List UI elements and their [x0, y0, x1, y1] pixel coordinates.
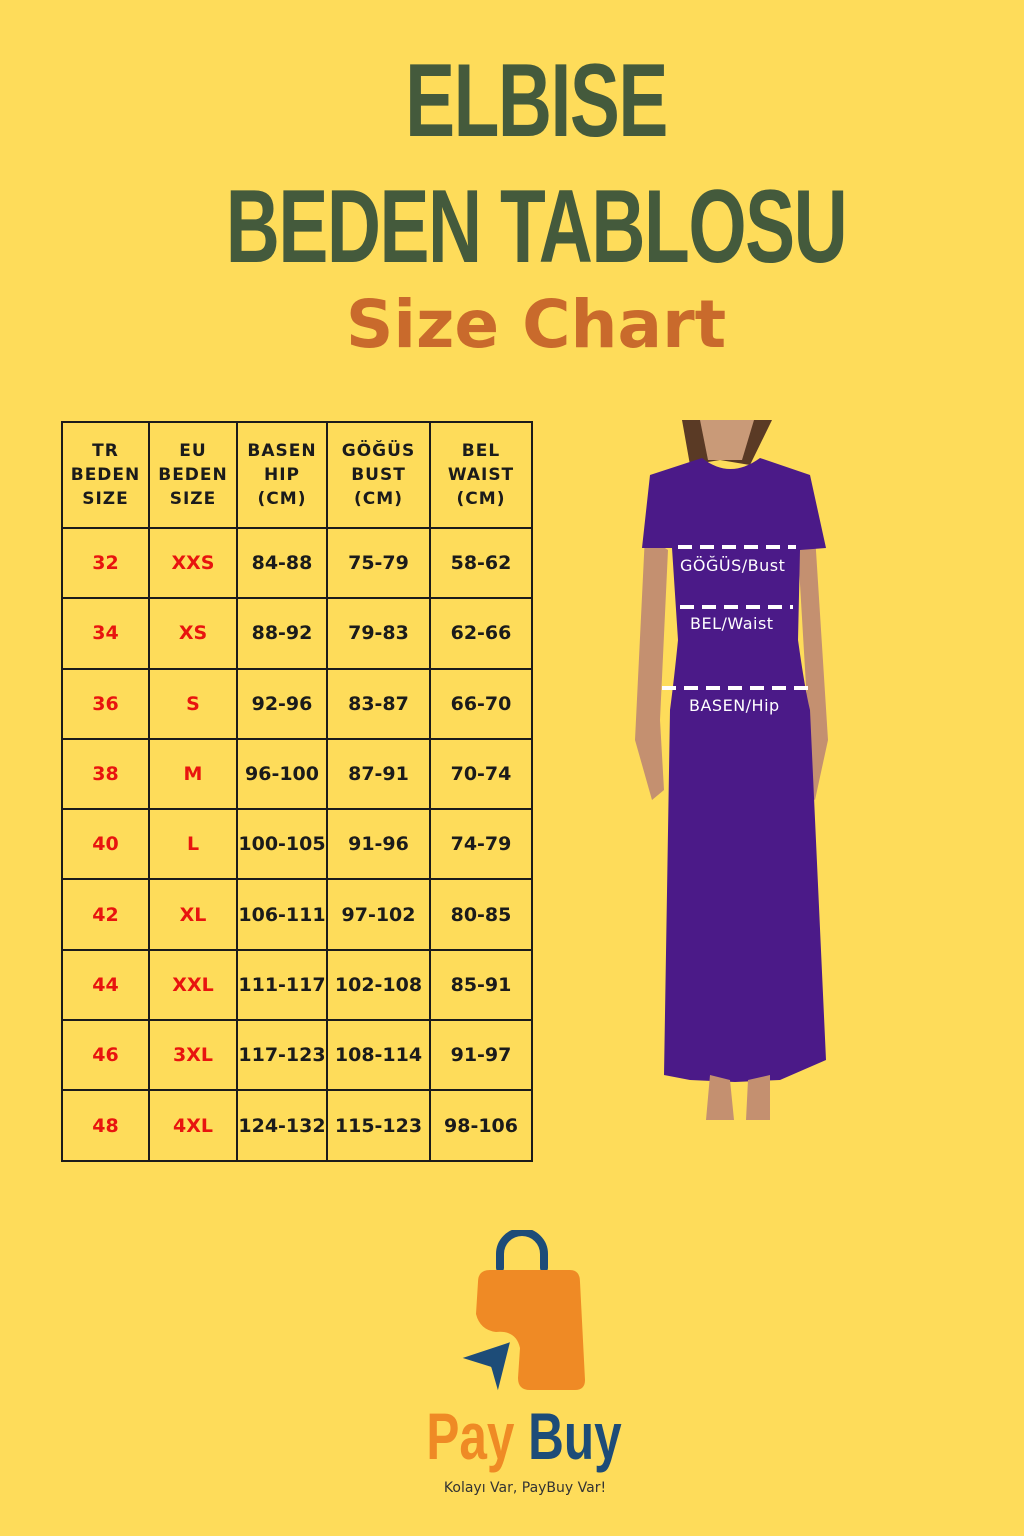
table-cell: 80-85: [429, 878, 533, 951]
table-cell: 85-91: [429, 948, 533, 1022]
table-row: 40 L 100-105 91-96 74-79: [61, 808, 533, 881]
table-cell: 70-74: [429, 737, 533, 811]
table-cell: 124-132: [236, 1089, 328, 1162]
waist-label: BEL/Waist: [690, 614, 774, 633]
table-cell: 87-91: [326, 737, 431, 811]
table-cell: XXL: [148, 948, 238, 1022]
table-cell: 4XL: [148, 1089, 238, 1162]
brand-name: Pay Buy: [131, 1398, 917, 1474]
table-cell: 79-83: [326, 597, 431, 670]
table-cell: 42: [61, 878, 150, 951]
dress-model-figure: GÖĞÜS/Bust BEL/Waist BASEN/Hip: [630, 420, 840, 1129]
table-cell: 62-66: [429, 597, 533, 670]
table-cell: L: [148, 808, 238, 881]
table-cell: 96-100: [236, 737, 328, 811]
table-cell: XXS: [148, 526, 238, 600]
table-cell: 44: [61, 948, 150, 1022]
hip-label: BASEN/Hip: [689, 696, 780, 715]
size-chart-subtitle: Size Chart: [345, 286, 727, 363]
table-cell: 88-92: [236, 597, 328, 670]
table-cell: 46: [61, 1019, 150, 1092]
table-cell: 32: [61, 526, 150, 600]
table-cell: 36: [61, 667, 150, 740]
table-cell: XS: [148, 597, 238, 670]
table-cell: 92-96: [236, 667, 328, 740]
title-line-2: BEDEN TABLOSU: [225, 169, 848, 285]
table-cell: 108-114: [326, 1019, 431, 1092]
table-cell: 97-102: [326, 878, 431, 951]
table-row: 36 S 92-96 83-87 66-70: [61, 667, 533, 740]
table-cell: 74-79: [429, 808, 533, 881]
table-cell: 100-105: [236, 808, 328, 881]
table-cell: 91-97: [429, 1019, 533, 1092]
bust-label: GÖĞÜS/Bust: [680, 556, 786, 575]
table-cell: 58-62: [429, 526, 533, 600]
table-row: 44 XXL 111-117 102-108 85-91: [61, 948, 533, 1022]
table-row: 34 XS 88-92 79-83 62-66: [61, 597, 533, 670]
table-cell: 102-108: [326, 948, 431, 1022]
title-line-1: ELBISE: [405, 43, 668, 159]
table-cell: 106-111: [236, 878, 328, 951]
brand-word-buy: Buy: [528, 1399, 622, 1473]
shopping-bag-logo-icon: [456, 1230, 585, 1398]
column-header: TR BEDEN SIZE: [61, 421, 150, 529]
table-cell: 83-87: [326, 667, 431, 740]
column-header: BASEN HIP (CM): [236, 421, 328, 529]
table-cell: 111-117: [236, 948, 328, 1022]
table-cell: XL: [148, 878, 238, 951]
table-cell: 115-123: [326, 1089, 431, 1162]
table-row: 32 XXS 84-88 75-79 58-62: [61, 526, 533, 600]
table-cell: M: [148, 737, 238, 811]
table-cell: 75-79: [326, 526, 431, 600]
table-cell: S: [148, 667, 238, 740]
table-row: 38 M 96-100 87-91 70-74: [61, 737, 533, 811]
table-row: 42 XL 106-111 97-102 80-85: [61, 878, 533, 951]
column-header: BEL WAIST (CM): [429, 421, 533, 529]
table-row: 46 3XL 117-123 108-114 91-97: [61, 1019, 533, 1092]
table-cell: 84-88: [236, 526, 328, 600]
table-cell: 98-106: [429, 1089, 533, 1162]
table-cell: 48: [61, 1089, 150, 1162]
table-cell: 91-96: [326, 808, 431, 881]
size-table: TR BEDEN SIZE EU BEDEN SIZE BASEN HIP (CM)…: [61, 421, 533, 1162]
table-row: 48 4XL 124-132 115-123 98-106: [61, 1089, 533, 1162]
brand-word-pay: Pay: [426, 1399, 515, 1473]
column-header: EU BEDEN SIZE: [148, 421, 238, 529]
table-cell: 66-70: [429, 667, 533, 740]
table-cell: 40: [61, 808, 150, 881]
column-header: GÖĞÜS BUST (CM): [326, 421, 431, 529]
brand-tagline: Kolayı Var, PayBuy Var!: [443, 1480, 607, 1496]
table-cell: 34: [61, 597, 150, 670]
table-cell: 3XL: [148, 1019, 238, 1092]
table-cell: 117-123: [236, 1019, 328, 1092]
table-cell: 38: [61, 737, 150, 811]
